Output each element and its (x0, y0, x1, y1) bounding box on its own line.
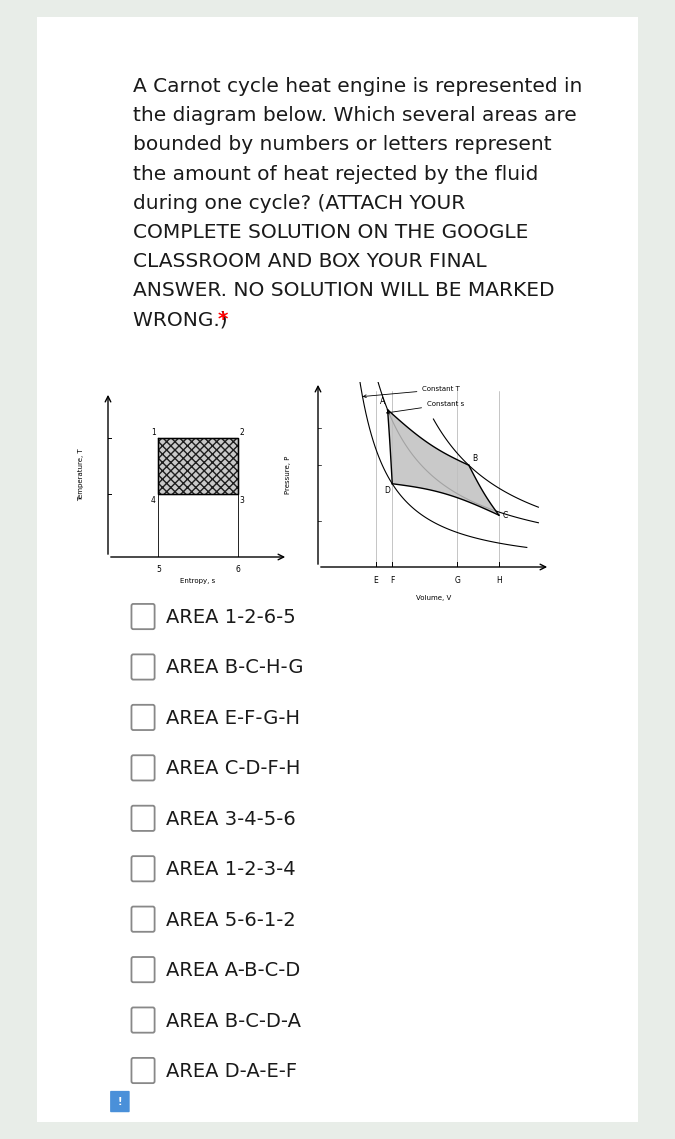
Text: AREA B-C-D-A: AREA B-C-D-A (166, 1011, 301, 1031)
Polygon shape (159, 439, 238, 494)
Text: B: B (472, 454, 477, 464)
Text: Pressure, P: Pressure, P (285, 456, 291, 493)
Text: AREA 5-6-1-2: AREA 5-6-1-2 (166, 911, 296, 929)
Text: 6: 6 (235, 565, 240, 574)
FancyBboxPatch shape (34, 14, 641, 1125)
Text: AREA E-F-G-H: AREA E-F-G-H (166, 708, 300, 728)
Text: C: C (502, 510, 508, 519)
Text: 2: 2 (240, 427, 244, 436)
Text: *: * (218, 310, 228, 329)
Text: Entropy, s: Entropy, s (180, 579, 215, 584)
Text: AREA B-C-H-G: AREA B-C-H-G (166, 658, 304, 678)
FancyBboxPatch shape (132, 604, 155, 629)
FancyBboxPatch shape (132, 857, 155, 882)
Text: AREA C-D-F-H: AREA C-D-F-H (166, 760, 300, 778)
FancyBboxPatch shape (132, 755, 155, 780)
Text: 5: 5 (156, 565, 161, 574)
Text: F: F (390, 576, 394, 585)
Text: Constant T: Constant T (363, 386, 460, 398)
Text: A Carnot cycle heat engine is represented in: A Carnot cycle heat engine is represente… (133, 77, 583, 96)
Text: 4: 4 (151, 495, 156, 505)
Text: WRONG.): WRONG.) (133, 310, 234, 329)
Text: E: E (374, 576, 379, 585)
FancyBboxPatch shape (132, 705, 155, 730)
Text: AREA D-A-E-F: AREA D-A-E-F (166, 1062, 297, 1081)
Text: AREA 3-4-5-6: AREA 3-4-5-6 (166, 810, 296, 829)
FancyBboxPatch shape (132, 655, 155, 680)
Text: AREA 1-2-3-4: AREA 1-2-3-4 (166, 860, 296, 879)
Text: AREA A-B-C-D: AREA A-B-C-D (166, 961, 300, 980)
FancyBboxPatch shape (132, 907, 155, 932)
Text: 1: 1 (151, 427, 156, 436)
Text: Temperature, T: Temperature, T (78, 448, 84, 501)
FancyBboxPatch shape (110, 1091, 130, 1112)
Text: 3: 3 (240, 495, 244, 505)
Text: CLASSROOM AND BOX YOUR FINAL: CLASSROOM AND BOX YOUR FINAL (133, 252, 487, 271)
Text: G: G (454, 576, 460, 585)
Text: A: A (380, 398, 385, 405)
FancyBboxPatch shape (132, 957, 155, 982)
FancyBboxPatch shape (132, 805, 155, 831)
Polygon shape (387, 410, 499, 515)
FancyBboxPatch shape (132, 1058, 155, 1083)
Text: H: H (496, 576, 502, 585)
Text: the diagram below. Which several areas are: the diagram below. Which several areas a… (133, 106, 577, 125)
Text: Constant s: Constant s (387, 401, 464, 413)
Text: the amount of heat rejected by the fluid: the amount of heat rejected by the fluid (133, 164, 539, 183)
Text: !: ! (117, 1097, 122, 1107)
Text: COMPLETE SOLUTION ON THE GOOGLE: COMPLETE SOLUTION ON THE GOOGLE (133, 223, 529, 241)
Text: during one cycle? (ATTACH YOUR: during one cycle? (ATTACH YOUR (133, 194, 466, 213)
FancyBboxPatch shape (132, 1008, 155, 1033)
Text: Volume, V: Volume, V (416, 595, 452, 600)
Text: bounded by numbers or letters represent: bounded by numbers or letters represent (133, 136, 552, 155)
Text: AREA 1-2-6-5: AREA 1-2-6-5 (166, 608, 296, 626)
Text: ANSWER. NO SOLUTION WILL BE MARKED: ANSWER. NO SOLUTION WILL BE MARKED (133, 281, 555, 300)
Text: D: D (384, 485, 390, 494)
